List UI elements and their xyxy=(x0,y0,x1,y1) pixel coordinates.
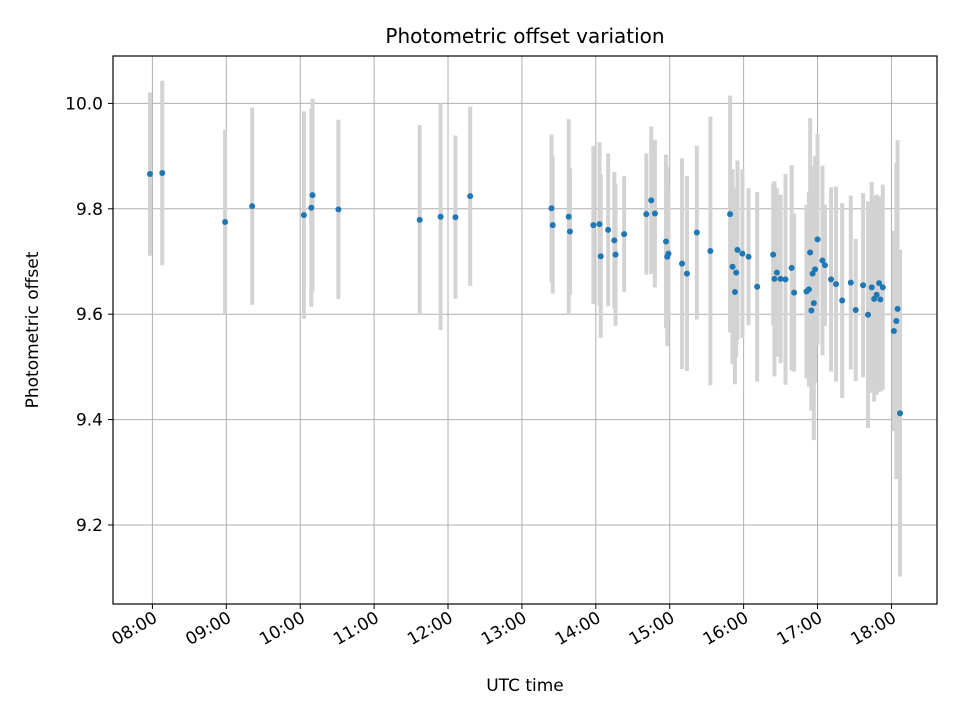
data-points xyxy=(146,169,904,417)
data-point xyxy=(732,289,739,296)
data-point xyxy=(309,192,316,199)
data-point xyxy=(879,284,886,291)
data-point xyxy=(865,311,872,318)
data-point xyxy=(788,264,795,271)
data-point xyxy=(611,237,618,244)
data-point xyxy=(734,246,741,253)
data-point xyxy=(770,251,777,258)
y-tick-label: 9.2 xyxy=(76,516,103,536)
data-point xyxy=(876,280,883,287)
plot-frame xyxy=(112,55,938,605)
data-point xyxy=(300,212,307,219)
y-tick-label: 10.0 xyxy=(65,94,103,114)
data-point xyxy=(894,305,901,312)
data-point xyxy=(612,251,619,258)
data-point xyxy=(467,193,474,200)
data-point xyxy=(159,169,166,176)
x-axis-label: UTC time xyxy=(486,676,564,696)
data-point xyxy=(590,222,597,229)
y-tick-label: 9.8 xyxy=(76,200,103,220)
data-point xyxy=(565,213,572,220)
data-point xyxy=(643,211,650,218)
chart-title: Photometric offset variation xyxy=(385,24,664,48)
data-point xyxy=(733,269,740,276)
data-point xyxy=(890,328,897,335)
data-point xyxy=(897,410,904,417)
data-point xyxy=(249,203,256,210)
data-point xyxy=(707,247,714,254)
data-point xyxy=(847,279,854,286)
data-point xyxy=(839,297,846,304)
data-point xyxy=(683,270,690,277)
data-point xyxy=(416,216,423,223)
data-point xyxy=(729,263,736,270)
data-point xyxy=(810,300,817,307)
data-point xyxy=(782,276,789,283)
y-tick-label: 9.6 xyxy=(76,305,103,325)
data-point xyxy=(868,284,875,291)
data-point xyxy=(665,250,672,257)
data-point xyxy=(812,266,819,273)
data-point xyxy=(833,281,840,288)
y-tick-label: 9.4 xyxy=(76,411,103,431)
data-point xyxy=(791,289,798,296)
data-point xyxy=(693,229,700,236)
data-point xyxy=(437,213,444,220)
data-point xyxy=(597,253,604,260)
data-point xyxy=(828,276,835,283)
data-point xyxy=(596,221,603,228)
data-point xyxy=(773,269,780,276)
data-point xyxy=(807,249,814,256)
data-point xyxy=(335,206,342,213)
data-point xyxy=(739,250,746,257)
data-point xyxy=(754,283,761,290)
data-point xyxy=(605,226,612,233)
data-point xyxy=(549,222,556,229)
data-point xyxy=(814,236,821,243)
data-point xyxy=(452,214,459,221)
data-point xyxy=(222,218,229,225)
data-point xyxy=(805,286,812,293)
data-point xyxy=(745,253,752,260)
data-point xyxy=(852,306,859,313)
data-point xyxy=(777,275,784,282)
data-point xyxy=(621,231,628,238)
data-point xyxy=(808,307,815,314)
data-point xyxy=(873,291,880,298)
data-point xyxy=(679,260,686,267)
data-point xyxy=(860,282,867,289)
data-point xyxy=(771,275,778,282)
data-point xyxy=(821,262,828,269)
data-point xyxy=(663,238,670,245)
y-axis-label: Photometric offset xyxy=(23,251,43,408)
data-point xyxy=(566,228,573,235)
y-axis-ticks: 9.2 9.4 9.6 9.8 10.0 xyxy=(65,94,113,536)
data-point xyxy=(648,197,655,204)
data-point xyxy=(308,204,315,211)
data-point xyxy=(146,171,153,178)
data-point xyxy=(651,210,658,217)
data-point xyxy=(548,205,555,212)
data-point xyxy=(727,211,734,218)
data-point xyxy=(893,318,900,325)
data-point xyxy=(819,257,826,264)
data-point xyxy=(877,296,884,303)
